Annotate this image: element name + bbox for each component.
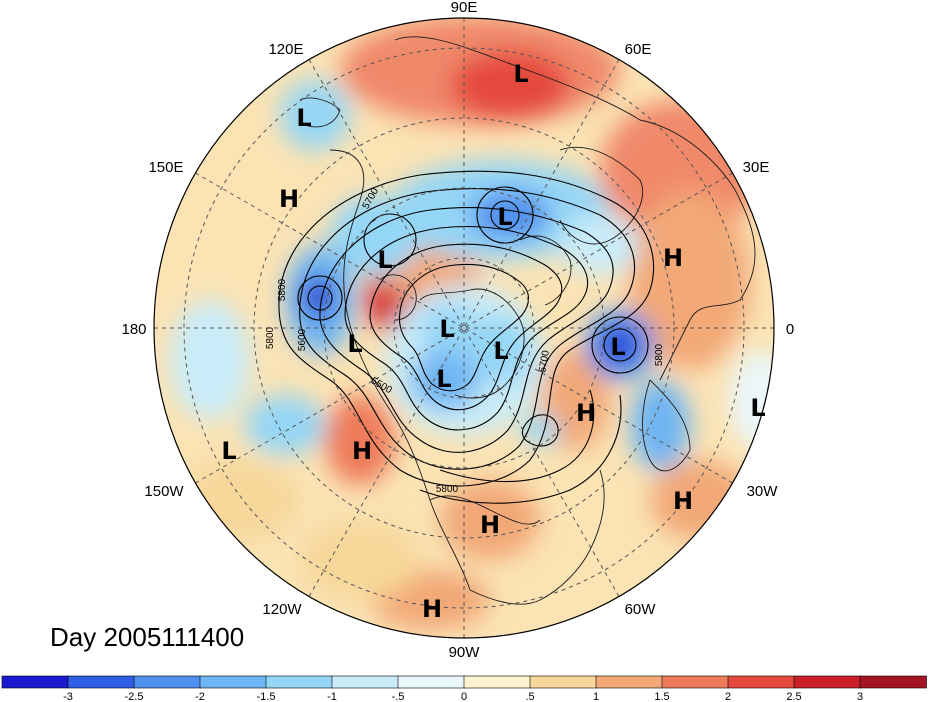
- contour-label: 5800: [277, 278, 288, 301]
- longitude-label: 150W: [144, 483, 184, 500]
- colorbar-tick-label: 2.5: [786, 691, 801, 702]
- colorbar-tick-label: 0: [461, 691, 467, 702]
- longitude-label: 120W: [262, 601, 302, 618]
- colorbar-tick-label: -2.5: [125, 691, 144, 702]
- colorbar-swatch: [1, 675, 69, 689]
- longitude-labels: 90E 60E 30E 0 30W 60W 90W 120W 150W 180 150E 120E: [121, 0, 794, 661]
- colorbar-tick-label: 1: [593, 691, 599, 702]
- graticule: [154, 18, 774, 638]
- colorbar-swatch: [793, 675, 861, 689]
- low-pressure-label: L: [221, 437, 236, 465]
- colorbar-tick-label: 3: [857, 691, 863, 702]
- colorbar-swatch: [595, 675, 663, 689]
- colorbar-swatch: [859, 675, 927, 689]
- colorbar-swatch: [265, 675, 333, 689]
- low-pressure-label: L: [377, 246, 392, 274]
- colorbar-swatch: [133, 675, 201, 689]
- longitude-label: 90E: [451, 0, 478, 16]
- contour-label: 5600: [297, 328, 308, 351]
- low-pressure-label: L: [493, 337, 508, 365]
- colorbar-tick-label: -3: [63, 691, 73, 702]
- colorbar-tick-label: -2: [195, 691, 205, 702]
- longitude-label: 90W: [449, 644, 481, 661]
- colorbar-swatch: [463, 675, 531, 689]
- colorbar-swatch: [661, 675, 729, 689]
- longitude-label: 180: [121, 321, 146, 338]
- low-pressure-label: L: [436, 365, 451, 393]
- longitude-label: 60E: [625, 41, 652, 58]
- high-pressure-label: H: [352, 437, 372, 465]
- contour-label: 5700: [537, 349, 552, 373]
- colorbar-tick-label: -1: [327, 691, 337, 702]
- longitude-label: 60W: [625, 601, 657, 618]
- longitude-label: 120E: [268, 41, 303, 58]
- low-pressure-label: L: [347, 330, 362, 358]
- colorbar-swatch: [67, 675, 135, 689]
- low-pressure-label: L: [296, 104, 311, 132]
- longitude-label: 0: [786, 321, 794, 338]
- height-contours: [278, 170, 655, 504]
- high-pressure-label: H: [576, 399, 596, 427]
- colorbar-tick-label: .5: [525, 691, 534, 702]
- high-pressure-label: H: [673, 487, 693, 515]
- high-pressure-label: H: [663, 244, 683, 272]
- contour-label: 5800: [436, 484, 459, 495]
- low-pressure-label: L: [497, 203, 512, 231]
- low-pressure-label: L: [610, 333, 625, 361]
- colorbar-swatch: [529, 675, 597, 689]
- map-boundary: [153, 17, 775, 639]
- contour-label: 5800: [654, 343, 665, 366]
- colorbar: -3 -2.5 -2 -1.5 -1 -.5 0 .5 1 1.5 2 2.5 3: [1, 675, 927, 702]
- coastlines: [299, 36, 756, 605]
- date-label: Day 2005111400: [50, 622, 244, 652]
- contour-label: 5800: [265, 326, 276, 349]
- colorbar-tick-label: 2: [725, 691, 731, 702]
- high-pressure-label: H: [480, 511, 500, 539]
- low-pressure-label: L: [513, 60, 528, 88]
- colorbar-swatch: [199, 675, 267, 689]
- colorbar-tick-label: 1.5: [654, 691, 669, 702]
- high-pressure-label: H: [279, 185, 299, 213]
- colorbar-swatch: [331, 675, 399, 689]
- longitude-label: 30E: [743, 159, 770, 176]
- longitude-label: 30W: [747, 483, 779, 500]
- colorbar-swatch: [727, 675, 795, 689]
- colorbar-swatch: [397, 675, 465, 689]
- high-pressure-label: H: [422, 595, 442, 623]
- colorbar-tick-label: -.5: [392, 691, 405, 702]
- colorbar-tick-label: -1.5: [257, 691, 276, 702]
- anomaly-field: [154, 18, 774, 638]
- low-pressure-label: L: [750, 394, 765, 422]
- low-pressure-label: L: [439, 315, 454, 343]
- longitude-label: 150E: [148, 159, 183, 176]
